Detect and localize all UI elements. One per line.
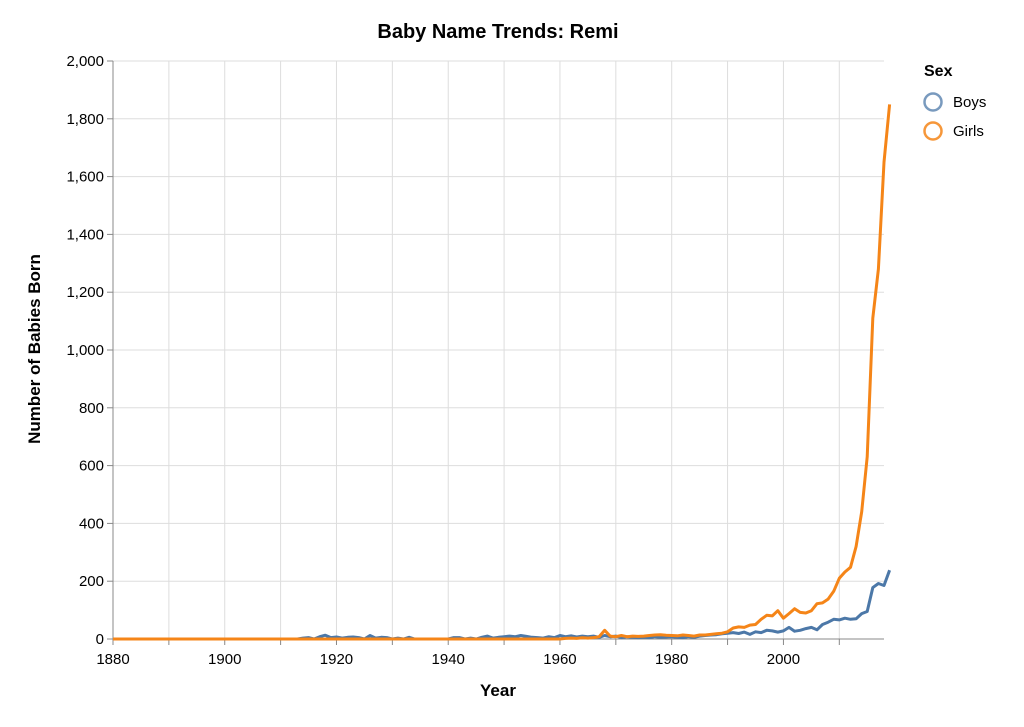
x-tick-label: 1960: [543, 651, 576, 668]
series-line-boys: [113, 569, 892, 641]
legend-symbol-boys: [923, 92, 943, 112]
y-tick-label: 1,600: [66, 169, 104, 186]
legend-label-boys: Boys: [953, 94, 986, 111]
x-tick-label: 1940: [432, 651, 465, 668]
x-tick-label: 1920: [320, 651, 353, 668]
gridlines: [112, 60, 884, 640]
y-tick-label: 0: [96, 631, 104, 648]
legend-symbol-girls: [923, 121, 943, 141]
series-lines: [113, 104, 892, 641]
x-tick-label: 1900: [208, 651, 241, 668]
series-line-girls: [113, 104, 892, 641]
legend-title: Sex: [924, 63, 953, 80]
x-axis-title: Year: [480, 681, 516, 700]
x-tick-label: 1880: [96, 651, 129, 668]
y-tick-label: 800: [79, 400, 104, 417]
y-tick-label: 600: [79, 458, 104, 475]
y-tick-label: 400: [79, 515, 104, 532]
axes: 0 200 400 600 800 1,000 1,200 1,400 1,600 1,800 2,…: [66, 53, 884, 668]
y-tick-label: 1,800: [66, 111, 104, 128]
y-tick-label: 1,400: [66, 226, 104, 243]
x-tick-label: 2000: [767, 651, 800, 668]
legend: Sex Boys Girls: [923, 63, 986, 141]
chart-title: Baby Name Trends: Remi: [377, 21, 618, 43]
y-tick-label: 1,200: [66, 284, 104, 301]
y-axis-title: Number of Babies Born: [25, 254, 44, 444]
y-tick-label: 2,000: [66, 53, 104, 70]
y-tick-label: 200: [79, 573, 104, 590]
x-tick-label: 1980: [655, 651, 688, 668]
legend-label-girls: Girls: [953, 123, 984, 140]
y-tick-label: 1,000: [66, 342, 104, 359]
